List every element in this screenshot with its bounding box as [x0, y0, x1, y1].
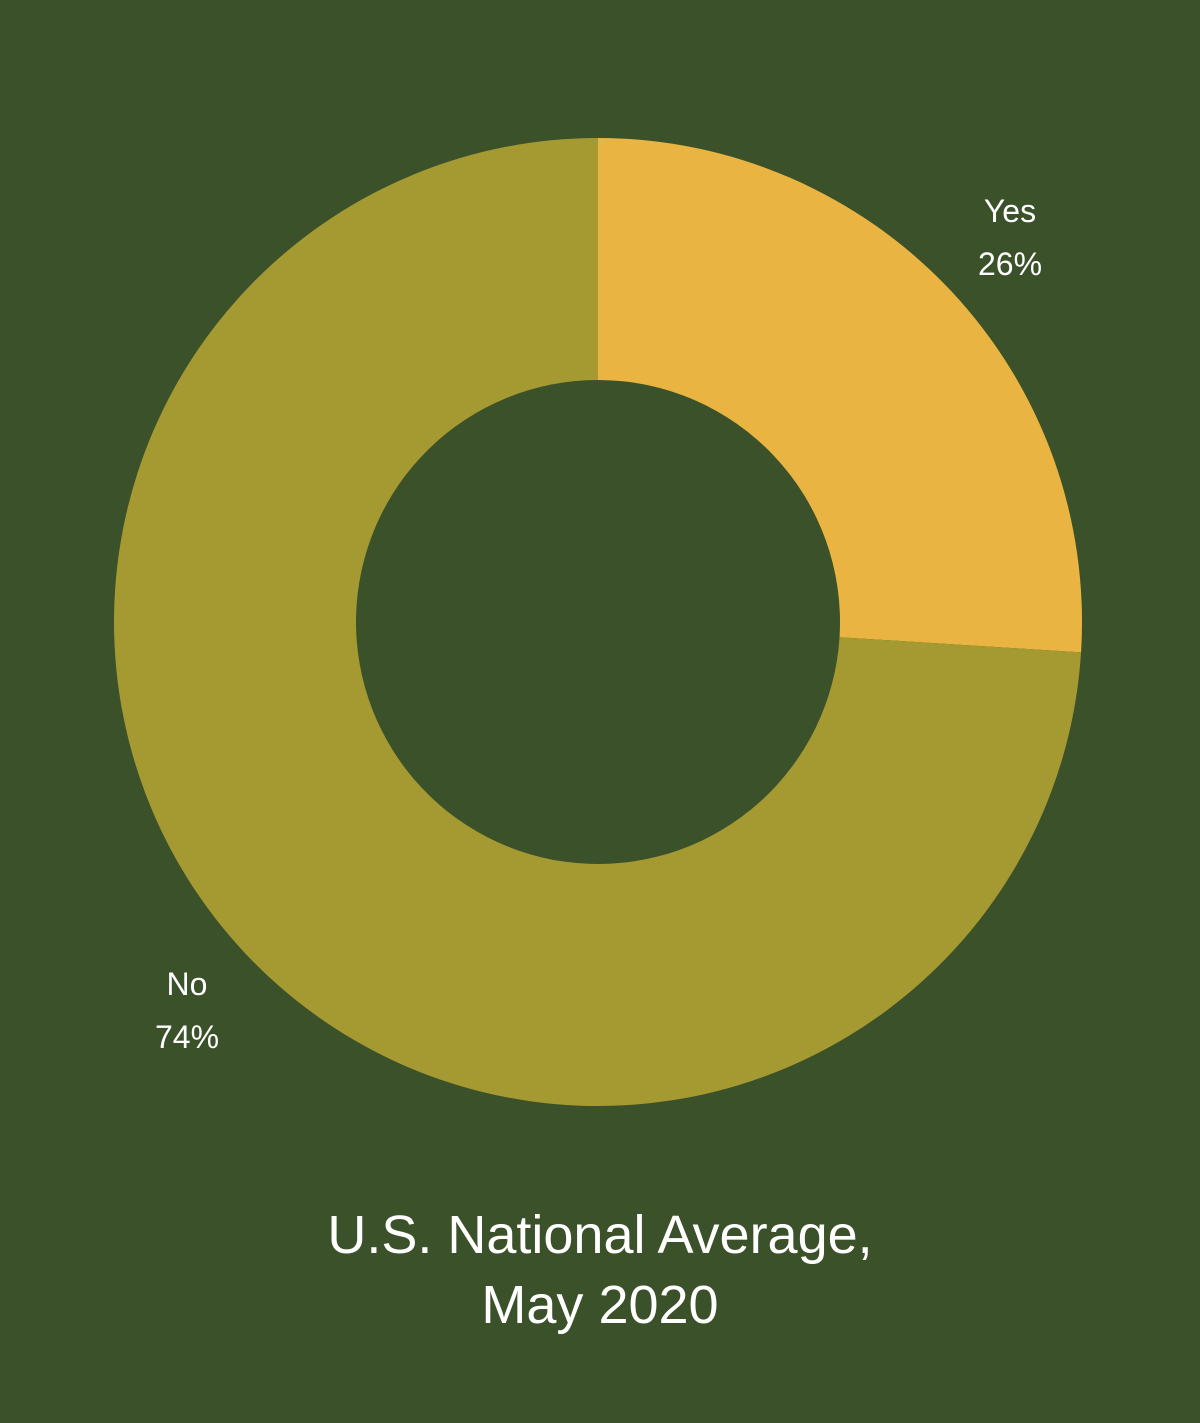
labels-group: Yes 26% No 74% [155, 193, 1042, 1055]
slice-yes [598, 138, 1082, 653]
chart-title: U.S. National Average, May 2020 [0, 1200, 1200, 1340]
donut-chart: Yes 26% No 74% [113, 138, 1082, 1107]
slice-no [113, 138, 1082, 1107]
chart-title-line-2: May 2020 [481, 1275, 719, 1335]
slice-value-yes: 26% [978, 246, 1042, 282]
chart-title-line-1: U.S. National Average, [327, 1205, 873, 1265]
slices-group [113, 138, 1082, 1107]
slice-value-no: 74% [155, 1019, 219, 1055]
slice-label-no: No [167, 966, 208, 1002]
slice-label-yes: Yes [984, 193, 1036, 229]
